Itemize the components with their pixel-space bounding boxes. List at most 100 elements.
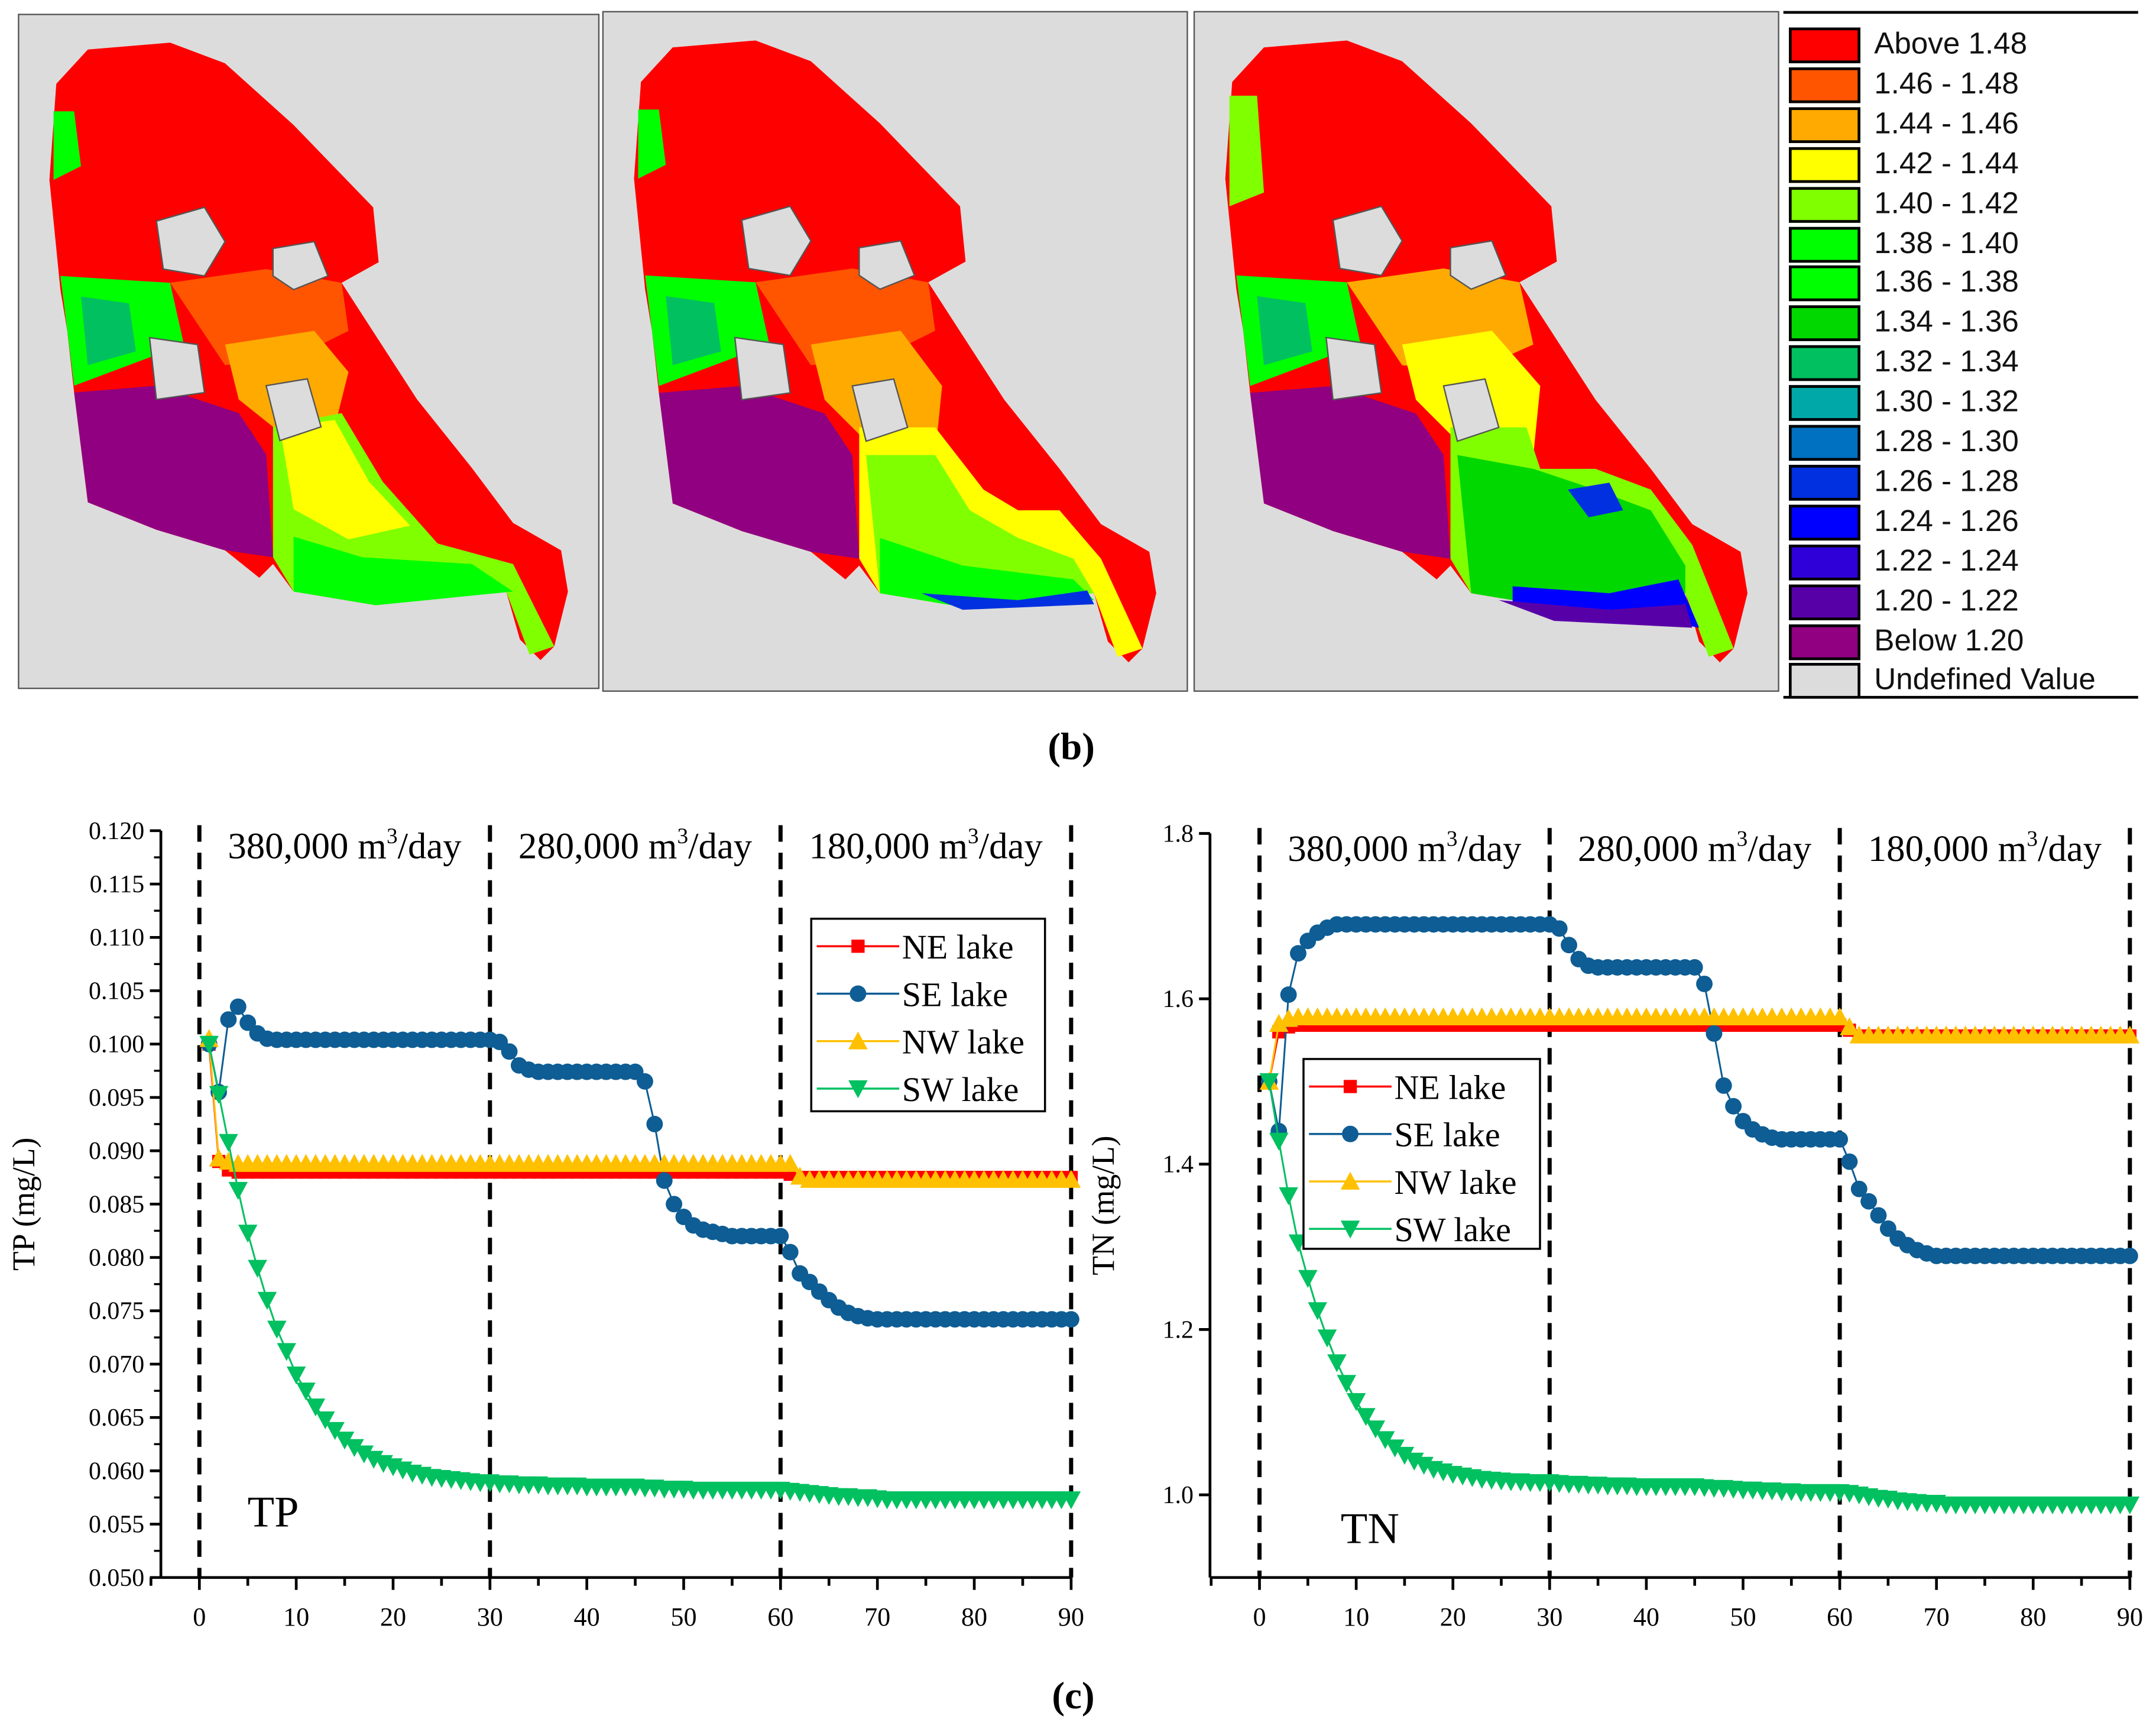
triangle-down-marker <box>1356 1408 1376 1426</box>
triangle-down-marker <box>306 1398 326 1417</box>
triangle-down-marker <box>1259 1073 1279 1092</box>
map-color-legend: Above 1.48 1.46 - 1.48 1.44 - 1.46 1.42 - 1… <box>1783 11 2138 700</box>
circle-marker <box>666 1196 683 1213</box>
flow-rate-unit: /day <box>398 825 462 866</box>
triangle-down-marker <box>1317 1329 1337 1348</box>
lake-map-3 <box>1225 40 1748 663</box>
legend-label: 1.20 - 1.22 <box>1874 582 2019 617</box>
triangle-up-marker <box>1830 1007 1850 1025</box>
flow-rate-value: 380,000 m <box>228 825 387 866</box>
legend-item: 1.32 - 1.34 <box>1788 343 2138 383</box>
y-tick-label: 0.065 <box>89 1404 144 1432</box>
x-tick-label: 90 <box>2117 1602 2143 1631</box>
y-tick-label: 0.115 <box>90 871 145 898</box>
circle-marker <box>1062 1311 1079 1328</box>
triangle-down-marker <box>219 1134 238 1152</box>
y-axis-label: TN (mg/L) <box>1085 1136 1121 1275</box>
y-tick-label: 1.6 <box>1163 986 1194 1013</box>
legend-box <box>810 917 1046 1113</box>
legend-label: 1.46 - 1.48 <box>1874 66 2019 101</box>
legend-swatch <box>1788 27 1860 63</box>
legend-label: 1.32 - 1.34 <box>1874 344 2019 379</box>
y-tick-label: 1.8 <box>1163 820 1194 847</box>
legend-swatch <box>1788 265 1860 302</box>
circle-marker <box>646 1116 663 1132</box>
y-tick-label: 0.105 <box>89 977 144 1005</box>
legend-label: SW lake <box>902 1070 1019 1109</box>
x-tick-label: 40 <box>574 1602 600 1631</box>
legend-label: Above 1.48 <box>1874 26 2028 61</box>
triangle-down-marker <box>1395 1446 1415 1465</box>
y-tick-label: 0.055 <box>89 1511 144 1539</box>
legend-item: Undefined Value <box>1788 660 2138 700</box>
x-tick-label: 10 <box>1343 1602 1369 1631</box>
triangle-down-marker <box>1337 1375 1357 1393</box>
triangle-up-marker <box>1340 1171 1360 1190</box>
legend-label: 1.36 - 1.38 <box>1874 264 2019 299</box>
x-tick-label: 80 <box>2020 1602 2046 1631</box>
y-tick-label: 0.120 <box>89 818 144 845</box>
legend-item: 1.38 - 1.40 <box>1788 224 2138 263</box>
x-tick-label: 70 <box>864 1602 890 1631</box>
square-marker <box>851 940 865 953</box>
lake-map-2 <box>634 40 1156 663</box>
circle-marker <box>501 1043 518 1060</box>
legend-swatch <box>1788 385 1860 421</box>
flow-rate-label: 180,000 m3/day <box>809 824 1043 867</box>
triangle-down-marker <box>1298 1270 1318 1288</box>
legend-item: Below 1.20 <box>1788 621 2138 660</box>
circle-marker <box>782 1244 799 1261</box>
flow-rate-unit-exponent: 3 <box>2027 827 2038 851</box>
triangle-down-marker <box>238 1225 258 1243</box>
flow-rate-unit: /day <box>1457 828 1522 869</box>
flow-rate-unit-exponent: 3 <box>1737 827 1748 851</box>
legend-label: 1.40 - 1.42 <box>1874 185 2019 220</box>
flow-rate-label: 380,000 m3/day <box>1288 827 1522 869</box>
triangle-up-marker <box>1061 1170 1081 1188</box>
legend-swatch <box>1788 464 1860 501</box>
legend-label: NW lake <box>902 1023 1024 1061</box>
chart-legend: NE lake SE lake NW lake SW lake <box>1302 1058 1541 1250</box>
triangle-down-marker <box>335 1432 355 1450</box>
triangle-down-marker <box>848 1080 868 1099</box>
legend-label: 1.38 - 1.40 <box>1874 225 2019 260</box>
x-tick-label: 0 <box>193 1602 206 1631</box>
triangle-up-marker <box>780 1154 800 1172</box>
series-sw-lake <box>199 1035 1081 1510</box>
x-tick-label: 60 <box>1827 1602 1853 1631</box>
circle-marker <box>636 1073 653 1090</box>
triangle-down-marker <box>286 1367 306 1385</box>
flow-rate-value: 180,000 m <box>1868 828 2027 869</box>
y-tick-label: 0.100 <box>89 1031 144 1058</box>
chart-title: TN <box>1341 1505 1399 1553</box>
legend-box <box>1302 1058 1541 1250</box>
circle-marker <box>1870 1207 1887 1224</box>
flow-rate-unit: /day <box>2038 828 2102 869</box>
y-tick-label: 0.050 <box>89 1565 144 1592</box>
triangle-down-marker <box>199 1035 219 1054</box>
x-tick-label: 80 <box>961 1602 987 1631</box>
legend-swatch <box>1788 226 1860 263</box>
circle-marker <box>1342 1125 1359 1142</box>
triangle-down-marker <box>1327 1354 1347 1372</box>
circle-marker <box>1725 1097 1742 1115</box>
legend-label: SE lake <box>1394 1116 1500 1154</box>
concentration-map-panel-2 <box>602 11 1188 692</box>
legend-label: NE lake <box>1394 1068 1506 1106</box>
flow-rate-value: 280,000 m <box>518 825 677 866</box>
legend-label: 1.22 - 1.24 <box>1874 543 2019 578</box>
circle-marker <box>2121 1247 2138 1264</box>
chart-title: TP <box>248 1488 299 1537</box>
circle-marker <box>1696 975 1713 992</box>
legend-item: 1.20 - 1.22 <box>1788 581 2138 621</box>
triangle-down-marker <box>228 1181 248 1200</box>
legend-item: Above 1.48 <box>1788 25 2138 64</box>
legend-swatch <box>1788 425 1860 461</box>
y-tick-label: 0.080 <box>89 1244 144 1271</box>
y-tick-label: 0.070 <box>89 1351 144 1378</box>
y-tick-label: 1.4 <box>1163 1151 1194 1178</box>
triangle-down-marker <box>267 1320 287 1339</box>
flow-rate-unit-exponent: 3 <box>387 824 398 849</box>
concentration-map-panel-3 <box>1193 11 1779 692</box>
tp-line-chart: 0.050 0.055 0.060 0.065 0.070 0.075 0.080 0.085… <box>6 818 1084 1631</box>
